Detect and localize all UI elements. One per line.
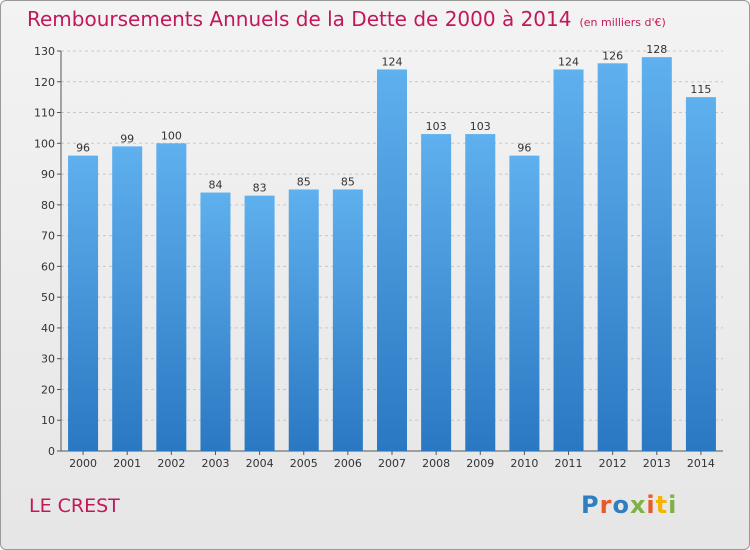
y-tick-label: 110 [34, 107, 55, 120]
data-label: 84 [208, 179, 222, 192]
logo-letter: i [668, 491, 678, 519]
logo-letter: i [646, 491, 656, 519]
bar [597, 63, 628, 452]
bar [641, 57, 672, 452]
y-tick-label: 40 [41, 322, 55, 335]
logo-letter: o [612, 491, 630, 519]
data-label: 124 [382, 55, 403, 68]
data-label: 83 [253, 182, 267, 195]
data-label: 124 [558, 55, 579, 68]
chart-title-text: Remboursements Annuels de la Dette de 20… [27, 7, 572, 31]
data-label: 100 [161, 129, 182, 142]
data-label: 126 [602, 49, 623, 62]
bar [68, 155, 99, 451]
bar [288, 189, 319, 451]
x-tick-label: 2009 [466, 457, 494, 470]
chart-title: Remboursements Annuels de la Dette de 20… [27, 7, 666, 31]
bar [332, 189, 363, 451]
data-label: 85 [297, 175, 311, 188]
bar [465, 134, 496, 452]
y-tick-label: 60 [41, 260, 55, 273]
x-tick-label: 2001 [113, 457, 141, 470]
data-label: 128 [646, 43, 667, 56]
bar [685, 97, 716, 452]
data-label: 96 [517, 142, 531, 155]
x-tick-label: 2003 [201, 457, 229, 470]
data-label: 103 [426, 120, 447, 133]
chart-unit: (en milliers d'€) [579, 16, 666, 29]
x-tick-label: 2000 [69, 457, 97, 470]
y-tick-label: 0 [48, 445, 55, 458]
commune-name: LE CREST [29, 495, 120, 517]
bar [244, 195, 275, 451]
logo-letter: x [629, 491, 647, 519]
bar [156, 143, 187, 452]
bar [421, 134, 452, 452]
data-label: 115 [690, 83, 711, 96]
proxiti-logo[interactable]: Proxiti [581, 491, 677, 519]
x-tick-label: 2012 [599, 457, 627, 470]
y-tick-label: 130 [34, 45, 55, 58]
bar [200, 192, 231, 452]
x-tick-label: 2002 [157, 457, 185, 470]
bar [509, 155, 540, 451]
x-tick-label: 2004 [246, 457, 274, 470]
x-tick-label: 2013 [643, 457, 671, 470]
data-label: 96 [76, 142, 90, 155]
data-label: 99 [120, 132, 134, 145]
bar [553, 69, 584, 451]
logo-letter: P [581, 491, 600, 519]
x-tick-label: 2006 [334, 457, 362, 470]
x-tick-label: 2007 [378, 457, 406, 470]
x-tick-label: 2010 [510, 457, 538, 470]
data-label: 103 [470, 120, 491, 133]
y-tick-label: 80 [41, 199, 55, 212]
y-tick-label: 20 [41, 383, 55, 396]
labels: 0 10 20 30 40 50 60 70 80 90 100 110 120 130 96 2000 99 2… [34, 43, 715, 470]
y-tick-label: 90 [41, 168, 55, 181]
bar [112, 146, 143, 451]
logo-letter: t [655, 491, 669, 519]
bar [377, 69, 407, 451]
y-tick-label: 100 [34, 137, 55, 150]
x-tick-label: 2005 [290, 457, 318, 470]
x-tick-label: 2008 [422, 457, 450, 470]
y-tick-label: 30 [41, 353, 55, 366]
y-tick-label: 120 [34, 76, 55, 89]
x-tick-label: 2011 [555, 457, 583, 470]
y-tick-label: 50 [41, 291, 55, 304]
y-tick-label: 10 [41, 414, 55, 427]
bars [68, 57, 716, 452]
x-tick-label: 2014 [687, 457, 715, 470]
y-tick-label: 70 [41, 230, 55, 243]
data-label: 85 [341, 175, 355, 188]
logo-letter: r [599, 491, 613, 519]
